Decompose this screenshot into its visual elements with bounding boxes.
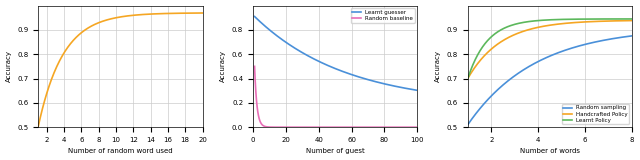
- Y-axis label: Accuracy: Accuracy: [6, 50, 12, 82]
- Handcrafted Policy: [508, 35, 515, 37]
- Legend: Random sampling, Handcrafted Policy, Learnt Policy: Random sampling, Handcrafted Policy, Lea…: [562, 104, 629, 124]
- Line: Handcrafted Policy: Handcrafted Policy: [468, 21, 632, 79]
- Learnt guesser: [329, 67, 337, 68]
- Random sampling: [628, 35, 636, 37]
- Learnt guesser: [410, 89, 417, 91]
- Learnt Policy: [495, 30, 502, 32]
- Random baseline: [413, 126, 421, 128]
- Random sampling: [614, 37, 622, 39]
- Handcrafted Policy: [464, 78, 472, 80]
- Legend: Learnt guesser, Random baseline: Learnt guesser, Random baseline: [351, 8, 415, 23]
- Y-axis label: Accuracy: Accuracy: [435, 50, 441, 82]
- Learnt guesser: [328, 66, 336, 68]
- X-axis label: Number of guest: Number of guest: [306, 148, 365, 154]
- Random baseline: [348, 126, 355, 128]
- Learnt guesser: [348, 74, 355, 76]
- Random sampling: [508, 77, 515, 79]
- X-axis label: Number of words: Number of words: [520, 148, 580, 154]
- Random baseline: [251, 65, 259, 67]
- Learnt guesser: [384, 84, 392, 86]
- Learnt Policy: [620, 18, 628, 20]
- Handcrafted Policy: [628, 20, 636, 22]
- Learnt Policy: [508, 24, 515, 26]
- Line: Random sampling: Random sampling: [468, 36, 632, 125]
- Handcrafted Policy: [620, 20, 628, 22]
- Line: Learnt Policy: Learnt Policy: [468, 19, 632, 79]
- Random sampling: [495, 88, 502, 90]
- Random baseline: [339, 126, 346, 128]
- Random sampling: [470, 115, 478, 117]
- Learnt Policy: [474, 54, 481, 56]
- Learnt guesser: [339, 70, 346, 72]
- Learnt guesser: [251, 16, 259, 17]
- Random baseline: [328, 126, 336, 128]
- Line: Random baseline: Random baseline: [255, 66, 417, 127]
- Random sampling: [620, 36, 628, 38]
- Handcrafted Policy: [474, 63, 481, 64]
- Random sampling: [474, 110, 481, 112]
- Learnt Policy: [614, 18, 622, 20]
- Handcrafted Policy: [614, 20, 622, 22]
- Random baseline: [329, 126, 337, 128]
- Random sampling: [464, 124, 472, 126]
- Learnt Policy: [464, 78, 472, 80]
- Learnt Policy: [470, 60, 478, 62]
- Y-axis label: Accuracy: Accuracy: [220, 50, 227, 82]
- Random baseline: [410, 126, 417, 128]
- Handcrafted Policy: [470, 67, 478, 69]
- Handcrafted Policy: [495, 43, 502, 45]
- Learnt Policy: [628, 18, 636, 20]
- Learnt guesser: [413, 89, 421, 91]
- Line: Learnt guesser: Learnt guesser: [255, 16, 417, 90]
- X-axis label: Number of random word used: Number of random word used: [68, 148, 173, 154]
- Random baseline: [384, 126, 392, 128]
